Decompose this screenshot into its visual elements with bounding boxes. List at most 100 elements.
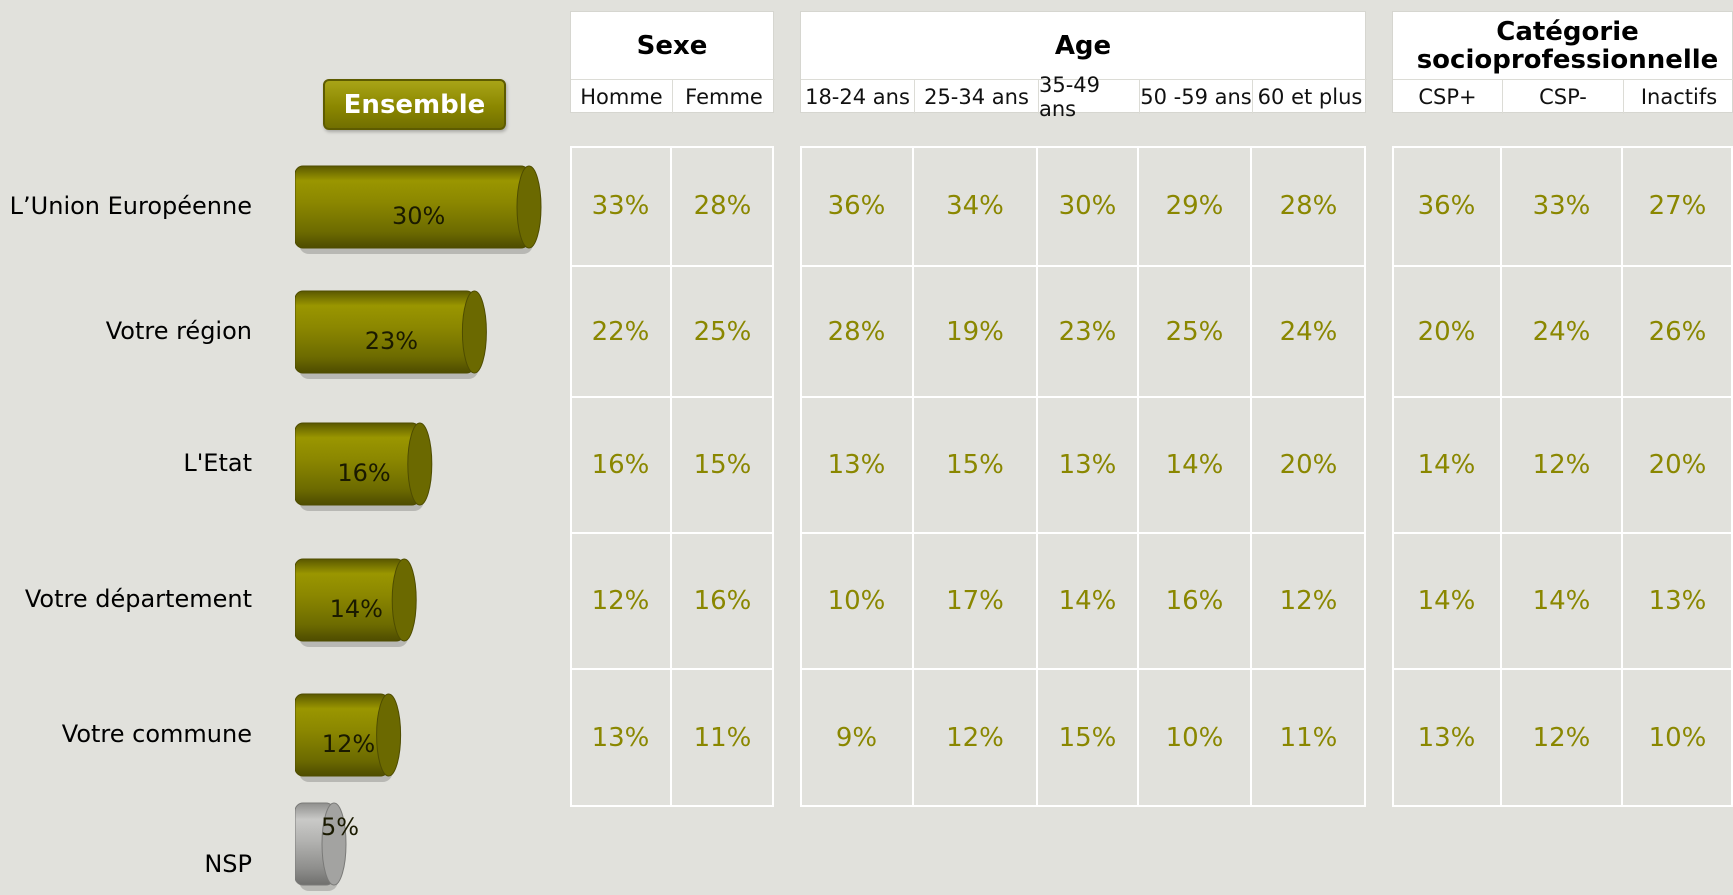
- row-label: Votre département: [24, 585, 252, 613]
- table-cell: 36%: [827, 191, 886, 221]
- group-header: Sexe Homme Femme: [570, 11, 775, 114]
- column-separator: [1621, 146, 1623, 807]
- column-header: Femme: [672, 79, 775, 114]
- row-separator: [570, 396, 774, 398]
- table-cell: 12%: [946, 723, 1004, 753]
- ensemble-value-label: 12%: [321, 730, 376, 758]
- table-cell: 28%: [827, 316, 886, 347]
- column-header: 25-34 ans: [914, 79, 1038, 114]
- table-cell: 14%: [1165, 450, 1224, 480]
- row-label: L'Etat: [183, 449, 252, 477]
- ensemble-bar-svg: [295, 802, 347, 891]
- table-cell: 27%: [1648, 191, 1707, 221]
- table-cell: 10%: [827, 586, 886, 616]
- row-label: NSP: [204, 850, 252, 878]
- ensemble-button[interactable]: Ensemble: [323, 79, 506, 130]
- column-separator: [912, 146, 914, 807]
- row-separator: [800, 265, 1366, 267]
- column-header: 18-24 ans: [801, 79, 914, 114]
- group-body: [570, 146, 774, 807]
- group-title: Sexe: [636, 30, 708, 61]
- ensemble-value-label: 30%: [392, 202, 446, 230]
- column-separator: [1036, 146, 1038, 807]
- column-header: CSP-: [1502, 79, 1623, 114]
- ensemble-bar-svg: [295, 693, 402, 782]
- ensemble-bar-svg: [295, 422, 433, 511]
- table-cell: 12%: [591, 586, 650, 616]
- table-cell: 20%: [1279, 450, 1338, 480]
- ensemble-value-label: 14%: [329, 595, 383, 623]
- table-cell: 13%: [591, 723, 650, 753]
- column-separator: [1250, 146, 1252, 807]
- ensemble-bar-cap: [391, 558, 417, 642]
- group-body: [1392, 146, 1733, 807]
- ensemble-value-label: 23%: [364, 327, 419, 355]
- table-cell: 12%: [1279, 586, 1338, 616]
- row-label: Votre région: [105, 317, 252, 345]
- table-cell: 25%: [693, 316, 752, 347]
- column-header: CSP+: [1393, 79, 1502, 114]
- ensemble-bar-cap: [516, 165, 542, 249]
- table-cell: 12%: [1532, 450, 1591, 480]
- table-cell: 28%: [693, 191, 752, 221]
- row-label: L’Union Européenne: [9, 192, 252, 220]
- table-cell: 16%: [693, 586, 752, 616]
- group-header: Catégorie socioprofessionnelle CSP+ CSP- In…: [1392, 11, 1733, 114]
- table-cell: 13%: [1648, 586, 1707, 616]
- table-cell: 16%: [591, 450, 650, 480]
- group-header: Age 18-24 ans 25-34 ans 35-49 ans 50 -59 ans…: [800, 11, 1367, 121]
- table-cell: 10%: [1165, 723, 1224, 753]
- ensemble-bar-svg: [295, 165, 542, 254]
- table-cell: 19%: [946, 316, 1004, 347]
- table-cell: 10%: [1648, 723, 1707, 753]
- table-cell: 30%: [1058, 191, 1117, 221]
- table-cell: 11%: [1279, 723, 1338, 753]
- column-separator: [1500, 146, 1502, 807]
- column-separator: [1137, 146, 1139, 807]
- table-cell: 34%: [946, 191, 1004, 221]
- table-cell: 13%: [1417, 723, 1476, 753]
- column-header: 35-49 ans: [1038, 73, 1139, 121]
- table-cell: 12%: [1532, 723, 1591, 753]
- table-cell: 15%: [1058, 723, 1117, 753]
- row-separator: [800, 532, 1366, 534]
- ensemble-bar-svg: [295, 558, 417, 647]
- table-cell: 22%: [591, 316, 650, 347]
- table-cell: 24%: [1279, 316, 1338, 347]
- column-header: 50 -59 ans: [1139, 79, 1252, 114]
- row-separator: [1392, 532, 1733, 534]
- table-cell: 23%: [1058, 316, 1117, 347]
- row-separator: [1392, 668, 1733, 670]
- table-cell: 20%: [1648, 450, 1707, 480]
- table-cell: 28%: [1279, 191, 1338, 221]
- table-cell: 14%: [1417, 586, 1476, 616]
- table-cell: 25%: [1165, 316, 1224, 347]
- row-separator: [570, 265, 774, 267]
- row-separator: [800, 668, 1366, 670]
- group-title: Age: [1054, 30, 1112, 61]
- table-cell: 24%: [1532, 316, 1591, 347]
- row-separator: [1392, 396, 1733, 398]
- ensemble-bar-cap: [376, 693, 402, 777]
- column-header: Inactifs: [1623, 79, 1733, 114]
- row-separator: [570, 668, 774, 670]
- row-separator: [800, 396, 1366, 398]
- table-cell: 14%: [1532, 586, 1591, 616]
- table-cell: 33%: [591, 191, 650, 221]
- ensemble-value-label: 5%: [321, 813, 360, 841]
- table-cell: 36%: [1417, 191, 1476, 221]
- row-label: Votre commune: [61, 720, 252, 748]
- table-cell: 29%: [1165, 191, 1224, 221]
- table-cell: 14%: [1417, 450, 1476, 480]
- table-cell: 14%: [1058, 586, 1117, 616]
- table-cell: 11%: [693, 723, 752, 753]
- table-cell: 15%: [946, 450, 1004, 480]
- ensemble-bar-svg: [295, 290, 487, 379]
- ensemble-bar-cap: [407, 422, 433, 506]
- table-cell: 17%: [946, 586, 1004, 616]
- table-cell: 9%: [835, 723, 878, 753]
- table-cell: 15%: [693, 450, 752, 480]
- group-body: [800, 146, 1366, 807]
- table-cell: 16%: [1165, 586, 1224, 616]
